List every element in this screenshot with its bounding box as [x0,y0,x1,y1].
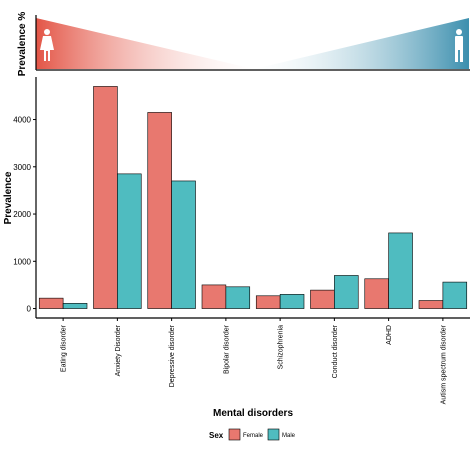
y-tick-label: 1000 [13,257,31,266]
legend-label-female: Female [243,433,264,439]
header-ylabel: Prevalence % [17,12,28,77]
x-axis-title: Mental disorders [213,408,293,419]
bar-male [171,180,196,309]
bar-male [225,286,251,309]
y-tick-label: 2000 [13,210,31,219]
header-male-triangle [254,18,469,69]
x-tick-label: ADHD [386,325,393,345]
bar-female [93,86,118,309]
bar-female [310,289,335,309]
y-tick-label: 4000 [13,116,31,125]
bar-male [117,173,142,309]
legend-key-male [267,428,280,441]
bar-male [334,275,359,309]
bar-female [418,300,444,309]
bar-male [388,232,413,309]
male-person-icon [455,29,463,62]
x-tick-label: Depressive disorder [169,324,176,387]
bar-female [201,284,227,309]
y-tick-label: 3000 [13,163,31,172]
x-ticks: Eating disorder Anxiety Disorder Depressiv… [61,318,447,404]
bar-male [442,281,468,309]
legend-label-male: Male [282,433,296,439]
female-person-icon [40,29,54,61]
y-ticks: 0 1000 2000 3000 4000 [13,116,36,314]
y-tick-label: 0 [27,305,32,314]
bar-female [147,112,172,309]
x-tick-label: Autism spectrum disorder [440,324,447,404]
bar-male [279,294,305,309]
bar-male [62,303,88,309]
x-tick-label: Anxiety Disorder [115,324,122,376]
x-tick-label: Conduct disorder [332,324,339,378]
legend-key-female [228,428,241,441]
x-tick-label: Schizophrenia [278,325,285,369]
x-tick-label: Eating disorder [61,324,68,372]
legend: Sex Female Male [209,428,296,441]
x-tick-label: Bipolar disorder [223,324,230,374]
bar-female [38,297,64,309]
y-axis-title: Prevalence [3,171,14,224]
bar-female [364,278,389,309]
bar-female [255,295,281,309]
header-female-triangle [36,18,254,69]
legend-title: Sex [209,431,224,440]
bars [38,86,468,309]
